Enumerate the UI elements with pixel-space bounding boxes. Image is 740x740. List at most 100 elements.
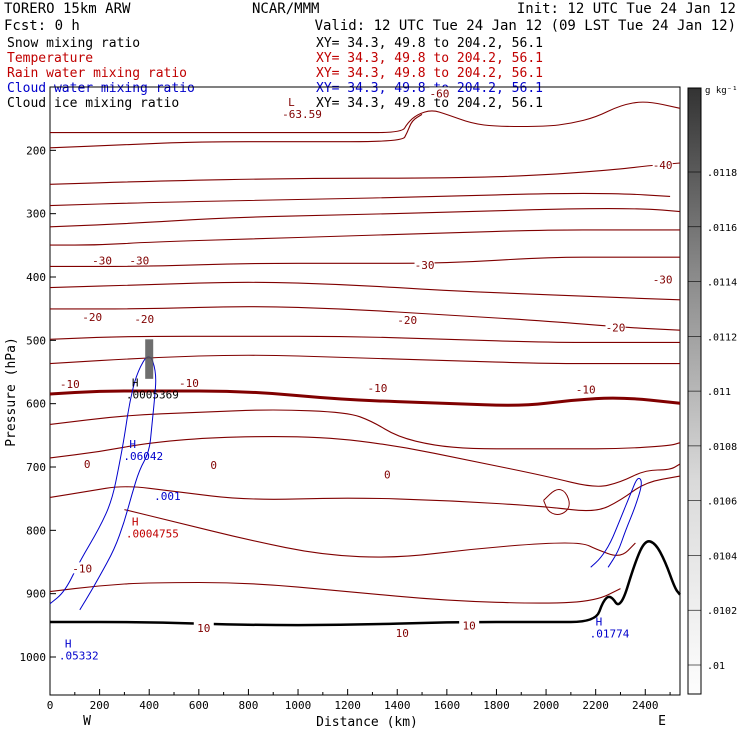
cloud-water-contour <box>590 477 642 568</box>
x-tick-label: 800 <box>238 699 258 712</box>
contour-label-bg <box>397 314 418 326</box>
colorbar-ticks: .01 .0102 .0104 .0106 .0108 .011 .0112 .0114 .01… <box>688 168 737 672</box>
valid-time: Valid: 12 UTC Tue 24 Jan 12 (09 LST Tue … <box>315 18 736 34</box>
x-tick-label: 2200 <box>582 699 609 712</box>
field-xy-range: XY= 34.3, 49.8 to 204.2, 56.1 <box>316 96 543 111</box>
contour-label: 0 <box>210 459 217 472</box>
field-name: Snow mixing ratio <box>7 36 140 51</box>
isotherm-line <box>50 306 681 331</box>
colorbar-tick-label: .0118 <box>707 168 737 179</box>
y-tick-label: 900 <box>26 588 46 601</box>
y-tick-label: 1000 <box>20 651 47 664</box>
contour-label: -30 <box>129 255 149 268</box>
field-name: Rain water mixing ratio <box>7 66 187 81</box>
colorbar-tick-label: .0104 <box>707 551 737 562</box>
contour-label: -30 <box>653 274 673 287</box>
contour-label: -20 <box>134 313 154 326</box>
x-tick-label: 1800 <box>483 699 510 712</box>
contour-label: -10 <box>60 378 80 391</box>
isotherm-line <box>49 192 671 207</box>
y-tick-label: 700 <box>26 461 46 474</box>
x-tick-label: 0 <box>47 699 54 712</box>
extremum-value: .0004755 <box>126 527 179 540</box>
temperature-contours <box>49 101 681 604</box>
colorbar-tick-label: .0112 <box>707 332 737 343</box>
isotherm-line <box>49 208 681 228</box>
contour-label: 0 <box>384 469 391 482</box>
field-name: Temperature <box>7 51 93 66</box>
contour-label: -60 <box>429 87 449 100</box>
contour-labels: -60 -40 -30 -30 -30 -30 -20 -20 -20 -20 -10 -10 -10 -… <box>59 87 673 663</box>
contour-label-bg <box>459 619 480 631</box>
contour-label: -10 <box>179 377 199 390</box>
extremum-value: -63.59 <box>282 108 322 121</box>
axes: 0 200 400 600 800 1000 1200 1400 1600 1800 2000 220… <box>20 144 671 712</box>
isotherm-line <box>49 389 681 407</box>
field-name: Cloud ice mixing ratio <box>7 96 179 111</box>
contour-label-bg <box>575 383 596 395</box>
x-tick-label: 1400 <box>384 699 411 712</box>
colorbar-tick-label: .0114 <box>707 278 737 289</box>
contour-label-bg <box>92 254 113 266</box>
x-tick-label: 1200 <box>334 699 361 712</box>
isotherm-line <box>49 581 621 604</box>
colorbar: g kg⁻¹ .01 .0102 .0104 .0106 .0108 .011 .0112.… <box>687 86 738 695</box>
y-tick-label: 200 <box>26 144 46 157</box>
init-time: Init: 12 UTC Tue 24 Jan 12 <box>517 1 736 17</box>
contour-label: -10 <box>72 562 92 575</box>
colorbar-tick-label: .0102 <box>707 606 737 617</box>
y-tick-label: 300 <box>26 208 46 221</box>
contour-label: -30 <box>415 259 435 272</box>
colorbar-tick-label: .0116 <box>707 223 737 234</box>
y-tick-label: 500 <box>26 334 46 347</box>
extremum-marker: H <box>596 615 603 628</box>
contour-label-bg <box>77 457 98 469</box>
contour-label-bg <box>367 381 388 393</box>
colorbar-unit: g kg⁻¹ <box>705 86 738 96</box>
plot-frame <box>49 86 681 696</box>
extremum-marker: H <box>129 438 136 451</box>
contour-label: 10 <box>396 627 409 640</box>
contour-label-bg <box>178 376 199 388</box>
extremum-value: .05332 <box>59 650 99 663</box>
y-tick-label: 800 <box>26 524 46 537</box>
extremum-marker: H <box>132 377 139 390</box>
isotherm-line <box>49 335 680 343</box>
contour-label: 10 <box>463 619 476 632</box>
extremum-marker: H <box>132 515 139 528</box>
contour-label-bg <box>203 459 224 471</box>
contour-label-bg <box>652 158 673 170</box>
mixing-ratio-contours <box>49 339 642 611</box>
contour-label: -20 <box>606 322 626 335</box>
contour-label-bg <box>414 258 435 270</box>
field-legend: Snow mixing ratio XY= 34.3, 49.8 to 204.2… <box>7 36 543 111</box>
extremum-value: .06042 <box>123 450 163 463</box>
colorbar-tick-label: .0108 <box>707 442 737 453</box>
x-tick-label: 2000 <box>533 699 560 712</box>
extremum-marker: L <box>288 96 295 109</box>
isotherm-line <box>49 409 681 450</box>
field-xy-range: XY= 34.3, 49.8 to 204.2, 56.1 <box>316 66 543 81</box>
extremum-value: .0005369 <box>126 389 179 402</box>
x-tick-label: 600 <box>189 699 209 712</box>
rain-water-contour <box>543 489 570 515</box>
isotherm-line <box>49 101 681 134</box>
isotherm-line <box>49 113 423 149</box>
contour-label-bg <box>377 468 398 480</box>
contour-label: -10 <box>367 382 387 395</box>
isotherm-line <box>49 162 681 185</box>
contour-label: -30 <box>92 255 112 268</box>
contour-label: 0 <box>84 458 91 471</box>
isotherm-line <box>49 281 681 301</box>
east-label: E <box>658 714 666 729</box>
contour-label-bg <box>134 312 155 324</box>
colorbar-tick-label: .0106 <box>707 497 737 508</box>
x-tick-label: 200 <box>90 699 110 712</box>
colorbar-tick-label: .011 <box>707 387 731 398</box>
contour-label-bg <box>605 321 626 333</box>
contour-label-bg <box>59 378 80 390</box>
contour-label: 10 <box>197 622 210 635</box>
contour-label-bg <box>193 621 214 633</box>
snow-shading <box>145 339 154 379</box>
